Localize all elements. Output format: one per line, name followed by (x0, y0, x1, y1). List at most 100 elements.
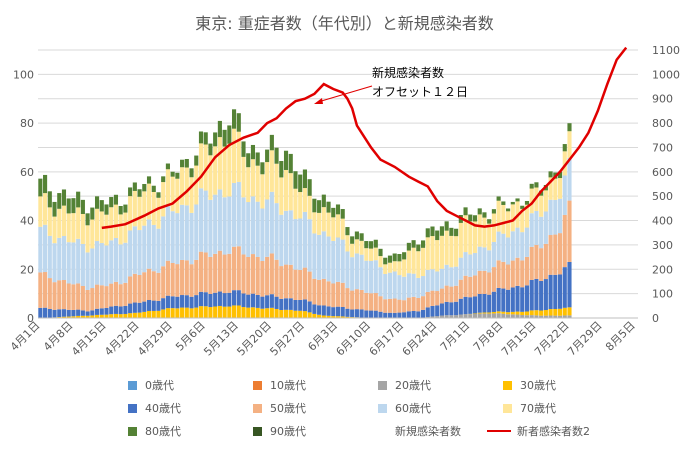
bar-segment (449, 267, 454, 287)
bar-segment (326, 281, 331, 307)
bar-segment (463, 275, 468, 297)
bar-segment (246, 202, 251, 257)
bar-segment (515, 314, 520, 318)
bar-segment (85, 289, 90, 312)
bar-segment (288, 153, 293, 174)
bar-segment (350, 309, 355, 318)
bar-segment (515, 227, 520, 258)
bar-segment (142, 225, 147, 273)
legend-label: 20歳代 (395, 379, 431, 392)
bar-segment (539, 310, 544, 316)
bar-segment (510, 311, 515, 315)
bar-segment (66, 316, 71, 318)
bar-segment (90, 288, 95, 311)
bar-segment (232, 182, 237, 247)
bar-segment (364, 248, 369, 261)
bar-segment (222, 197, 227, 255)
left-tick-label: 0 (27, 312, 34, 325)
bar-segment (430, 236, 435, 270)
bar-segment (137, 189, 142, 197)
bar-segment (369, 310, 374, 318)
right-tick-label: 200 (652, 263, 673, 276)
bar-segment (302, 267, 307, 300)
bar-segment (274, 203, 279, 260)
bar-segment (340, 282, 345, 307)
bar-segment (510, 260, 515, 288)
bar-segment (553, 308, 558, 316)
bar-segment (458, 314, 463, 318)
bar-segment (194, 155, 199, 166)
bar-segment (397, 312, 402, 318)
bar-segment (454, 266, 459, 286)
bar-segment (524, 311, 530, 316)
bar-segment (161, 176, 166, 183)
bar-segment (66, 309, 71, 317)
bar-segment (543, 315, 548, 318)
bar-segment (203, 144, 208, 191)
bar-segment (208, 293, 213, 308)
bar-segment (208, 155, 213, 200)
bar-segment (406, 250, 411, 274)
bar-segment (57, 237, 62, 281)
bar-segment (151, 271, 156, 301)
bar-segment (345, 288, 350, 309)
bar-segment (496, 200, 501, 232)
bar-segment (435, 291, 440, 306)
bar-segment (397, 253, 402, 262)
bar-segment (132, 273, 137, 303)
bar-segment (567, 315, 572, 318)
bar-segment (104, 286, 109, 308)
legend-item: 30歳代 (485, 376, 610, 394)
bar-segment (562, 267, 567, 308)
bar-segment (85, 311, 90, 316)
bar-segment (156, 310, 161, 318)
x-tick-label: 7月15日 (499, 319, 539, 359)
bar-segment (439, 268, 444, 289)
bar-segment (142, 191, 147, 226)
bar-segment (529, 213, 534, 247)
bar-segment (548, 199, 553, 236)
bar-segment (99, 285, 104, 309)
x-tick-label: 7月29日 (565, 319, 605, 359)
bar-segment (279, 177, 284, 215)
bar-segment (340, 307, 345, 317)
bar-segment (354, 253, 359, 290)
bar-segment (146, 300, 152, 311)
x-tick-label: 6月24日 (400, 319, 440, 359)
left-tick-label: 80 (20, 117, 34, 130)
bar-segment (548, 235, 553, 275)
bar-segment (524, 256, 530, 286)
bar-segment (118, 206, 123, 215)
bar-segment (175, 213, 180, 265)
bar-segment (283, 210, 289, 265)
bar-segment (279, 298, 284, 310)
bar-segment (265, 162, 270, 200)
bar-segment (430, 226, 435, 237)
bar-segment (66, 198, 71, 214)
bar-segment (364, 310, 369, 318)
bar-segment (425, 269, 430, 292)
bar-segment (213, 132, 218, 147)
bar-segment (317, 200, 322, 213)
bar-segment (454, 228, 459, 237)
bar-segment (161, 266, 166, 299)
bar-segment (175, 308, 180, 318)
bar-segment (99, 243, 104, 286)
bar-segment (236, 290, 241, 306)
bar-segment (364, 241, 369, 249)
bar-segment (203, 190, 208, 253)
bar-segment (345, 308, 350, 317)
bar-segment (128, 313, 133, 318)
bar-segment (80, 199, 85, 214)
bar-segment (293, 219, 298, 270)
bar-segment (439, 303, 444, 316)
bar-segment (175, 264, 180, 297)
bar-segment (165, 308, 170, 318)
bar-segment (232, 128, 237, 183)
bar-segment (113, 305, 119, 314)
bar-segment (411, 273, 416, 297)
bar-segment (279, 310, 284, 318)
bar-segment (345, 235, 350, 252)
bar-segment (227, 253, 232, 293)
bar-segment (213, 146, 218, 195)
